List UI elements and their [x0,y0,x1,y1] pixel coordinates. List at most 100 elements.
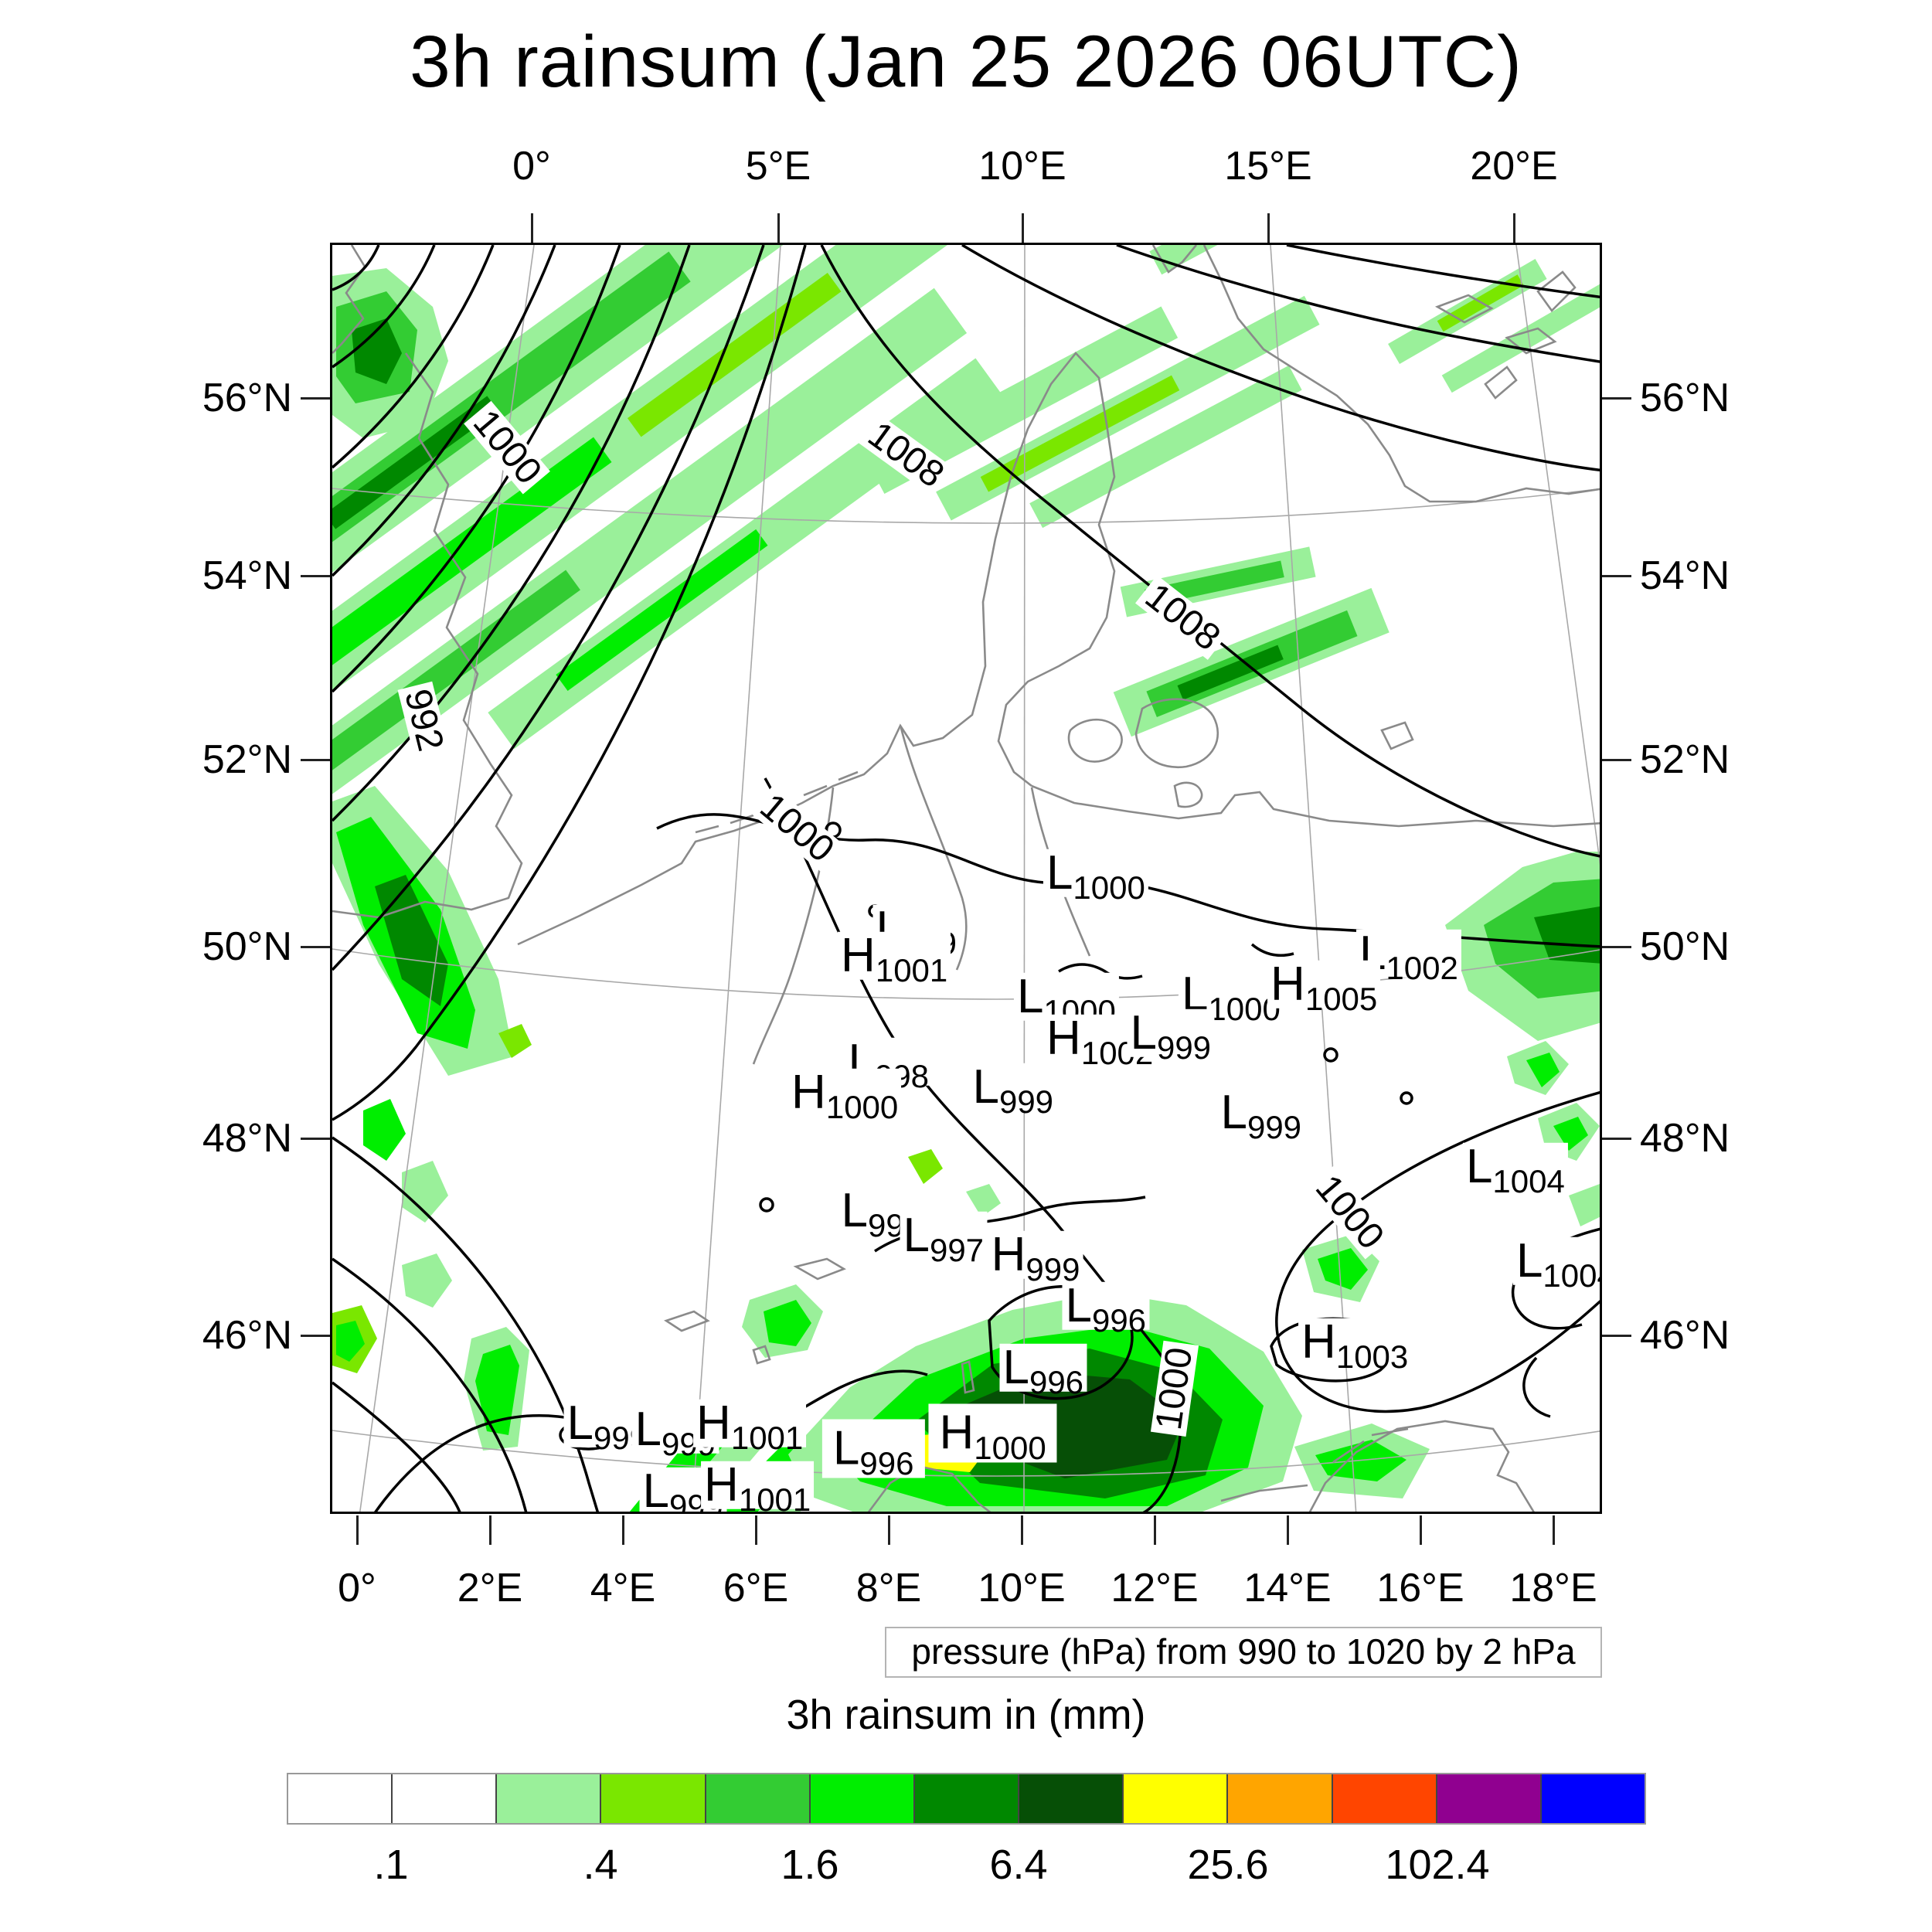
left-axis-tick [301,397,330,400]
right-axis-label: 52°N [1640,737,1730,782]
bottom-axis-label: 14°E [1243,1566,1332,1611]
right-axis-label: 48°N [1640,1116,1730,1161]
pressure-center-value: 1002 [1386,950,1458,987]
left-axis-label: 54°N [202,553,292,598]
pressure-center-value: 1000 [1073,869,1145,906]
right-axis-label: 50°N [1640,924,1730,969]
left-axis-tick [301,1335,330,1337]
pressure-center-label: H1001 [838,931,951,987]
colorbar-tick-label: .1 [373,1842,409,1888]
pressure-center-label: H1005 [1267,960,1381,1015]
colorbar-tick-label: .4 [583,1842,618,1888]
colorbar-cell [288,1774,393,1823]
pressure-center-value: 1000 [825,1089,899,1126]
right-axis-tick [1602,946,1631,948]
colorbar-cell [1228,1774,1333,1823]
pressure-center-value: 999 [998,1083,1054,1121]
bottom-axis-label: 0° [338,1566,376,1611]
colorbar-tick-label: 6.4 [989,1842,1048,1888]
pressure-center-label: H1000 [928,1403,1057,1464]
pressure-center-label: L1004 [1512,1236,1600,1292]
colorbar-cell [810,1774,915,1823]
bottom-axis-tick [356,1515,359,1545]
bottom-axis-tick [1287,1515,1289,1545]
bottom-axis-label: 10°E [978,1566,1066,1611]
bottom-axis-tick [622,1515,624,1545]
pressure-legend-text: pressure (hPa) from 990 to 1020 by 2 hPa [911,1631,1576,1672]
right-axis-tick [1602,575,1631,577]
bottom-axis-label: 4°E [590,1566,656,1611]
left-axis-label: 56°N [202,376,292,420]
bottom-axis-tick [1154,1515,1156,1545]
top-axis-tick [531,213,533,243]
bottom-axis-label: 16°E [1376,1566,1464,1611]
pressure-legend-box: pressure (hPa) from 990 to 1020 by 2 hPa [885,1627,1602,1678]
colorbar-cell [393,1774,498,1823]
pressure-center-label: L999 [969,1063,1057,1118]
pressure-center-value: 1005 [1304,981,1378,1018]
pressure-center-label: H1001 [693,1399,807,1454]
left-axis-tick [301,759,330,761]
pressure-center-label: H1003 [1298,1318,1412,1373]
pressure-center-label: L996 [999,1343,1087,1399]
pressure-center-value: 999 [1247,1109,1302,1146]
pressure-center-label: L996 [821,1419,925,1481]
right-axis-tick [1602,1138,1631,1140]
right-axis-label: 56°N [1640,376,1730,420]
bottom-axis-label: 6°E [723,1566,789,1611]
colorbar-cell [1019,1774,1124,1823]
top-axis-tick [777,213,780,243]
bottom-axis-tick [489,1515,492,1545]
bottom-axis-tick [755,1515,757,1545]
right-axis-label: 46°N [1640,1313,1730,1358]
colorbar-tick-label: 25.6 [1187,1842,1269,1888]
top-axis-label: 15°E [1224,144,1312,189]
top-axis-label: 5°E [745,144,811,189]
pressure-center-label: L1000 [1043,849,1148,904]
colorbar-tick-label: 102.4 [1385,1842,1490,1888]
left-axis-label: 48°N [202,1116,292,1161]
map-panel: L1000L999H1001L1002L1000L1000H1005H1002L… [330,243,1602,1514]
pressure-center-value: 997 [929,1232,985,1269]
bottom-axis-label: 8°E [855,1566,922,1611]
right-axis-tick [1602,759,1631,761]
bottom-axis-label: 18°E [1509,1566,1597,1611]
right-axis-tick [1602,397,1631,400]
pressure-center-value: 996 [1091,1302,1147,1339]
pressure-center-label: L996 [1062,1281,1150,1337]
bottom-axis-tick [1420,1515,1422,1545]
right-axis-label: 54°N [1640,553,1730,598]
bottom-axis-label: 12°E [1111,1566,1199,1611]
top-axis-label: 0° [512,144,551,189]
left-axis-tick [301,1138,330,1140]
top-axis-tick [1267,213,1270,243]
pressure-center-label: H1000 [788,1068,902,1124]
pressure-center-label: H999 [988,1230,1083,1286]
page-title: 3h rainsum (Jan 25 2026 06UTC) [410,21,1522,103]
top-axis-tick [1022,213,1024,243]
bottom-axis-tick [888,1515,890,1545]
pressure-center-label: L999 [1127,1009,1215,1064]
colorbar-cell [1437,1774,1542,1823]
pressure-center-value: 999 [1026,1251,1080,1288]
left-axis-tick [301,575,330,577]
colorbar-title: 3h rainsum in (mm) [786,1692,1146,1738]
pressure-center-value: 1001 [875,952,948,989]
colorbar-cell [497,1774,602,1823]
colorbar-cell [914,1774,1020,1823]
colorbar-tick-label: 1.6 [781,1842,839,1888]
top-axis-label: 10°E [978,144,1066,189]
colorbar-cell [1124,1774,1229,1823]
left-axis-tick [301,946,330,948]
pressure-center-value: 996 [859,1444,914,1481]
left-axis-label: 52°N [202,737,292,782]
colorbar [287,1773,1646,1825]
pressure-center-value: 1004 [1543,1257,1600,1294]
colorbar-cell [706,1774,811,1823]
colorbar-cell [1332,1774,1437,1823]
pressure-center-label: L1004 [1462,1142,1568,1198]
pressure-center-label: L997 [900,1211,988,1267]
bottom-axis-label: 2°E [457,1566,523,1611]
pressure-center-label: L999 [1217,1088,1305,1144]
